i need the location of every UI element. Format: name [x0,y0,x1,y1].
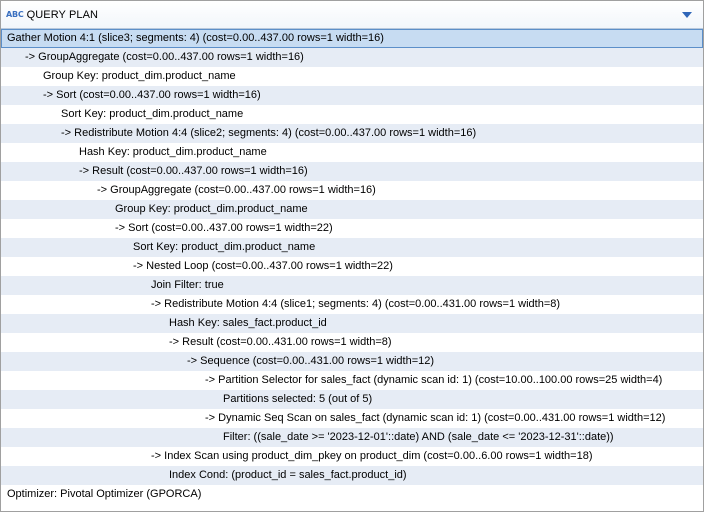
text-type-icon: ABC [6,9,24,19]
plan-row-text: -> Result (cost=0.00..437.00 rows=1 widt… [79,165,308,177]
plan-row[interactable]: Group Key: product_dim.product_name [1,67,703,86]
plan-row-text: -> GroupAggregate (cost=0.00..437.00 row… [25,51,304,63]
plan-row-text: Optimizer: Pivotal Optimizer (GPORCA) [7,488,202,500]
plan-row-text: Index Cond: (product_id = sales_fact.pro… [169,469,407,481]
plan-row-text: -> Partition Selector for sales_fact (dy… [205,374,663,386]
plan-row-text: -> Redistribute Motion 4:4 (slice1; segm… [151,298,561,310]
plan-row-text: -> Result (cost=0.00..431.00 rows=1 widt… [169,336,392,348]
plan-row[interactable]: Partitions selected: 5 (out of 5) [1,390,703,409]
plan-row-text: -> Sort (cost=0.00..437.00 rows=1 width=… [43,89,261,101]
plan-row-text: Filter: ((sale_date >= '2023-12-01'::dat… [223,431,614,443]
plan-row[interactable]: Join Filter: true [1,276,703,295]
plan-row[interactable]: -> Sequence (cost=0.00..431.00 rows=1 wi… [1,352,703,371]
plan-row[interactable]: Hash Key: product_dim.product_name [1,143,703,162]
plan-row[interactable]: -> Dynamic Seq Scan on sales_fact (dynam… [1,409,703,428]
plan-row-text: Group Key: product_dim.product_name [115,203,308,215]
plan-row-text: Join Filter: true [151,279,224,291]
plan-row[interactable]: -> Redistribute Motion 4:4 (slice2; segm… [1,124,703,143]
plan-row-text: -> Index Scan using product_dim_pkey on … [151,450,593,462]
grid-empty-area [1,504,703,511]
plan-row-text: Hash Key: product_dim.product_name [79,146,267,158]
plan-row[interactable]: Hash Key: sales_fact.product_id [1,314,703,333]
plan-row-text: Gather Motion 4:1 (slice3; segments: 4) … [7,32,384,44]
plan-row[interactable]: -> Redistribute Motion 4:4 (slice1; segm… [1,295,703,314]
plan-row[interactable]: Sort Key: product_dim.product_name [1,105,703,124]
plan-row-text: -> Redistribute Motion 4:4 (slice2; segm… [61,127,477,139]
plan-row[interactable]: -> Index Scan using product_dim_pkey on … [1,447,703,466]
plan-row-text: -> Dynamic Seq Scan on sales_fact (dynam… [205,412,666,424]
plan-row[interactable]: -> GroupAggregate (cost=0.00..437.00 row… [1,48,703,67]
plan-row-text: Hash Key: sales_fact.product_id [169,317,327,329]
plan-row[interactable]: -> Partition Selector for sales_fact (dy… [1,371,703,390]
plan-row[interactable]: Filter: ((sale_date >= '2023-12-01'::dat… [1,428,703,447]
plan-row[interactable]: -> Sort (cost=0.00..437.00 rows=1 width=… [1,86,703,105]
plan-row[interactable]: -> Result (cost=0.00..431.00 rows=1 widt… [1,333,703,352]
plan-row-text: Group Key: product_dim.product_name [43,70,236,82]
plan-row[interactable]: -> Nested Loop (cost=0.00..437.00 rows=1… [1,257,703,276]
chevron-down-icon[interactable] [682,12,692,18]
column-title: QUERY PLAN [26,8,99,21]
column-header-query-plan[interactable]: ABC QUERY PLAN [1,1,703,29]
plan-row[interactable]: Index Cond: (product_id = sales_fact.pro… [1,466,703,485]
plan-row-text: -> GroupAggregate (cost=0.00..437.00 row… [97,184,376,196]
plan-row-text: -> Sort (cost=0.00..437.00 rows=1 width=… [115,222,333,234]
plan-row[interactable]: -> Result (cost=0.00..437.00 rows=1 widt… [1,162,703,181]
plan-row-text: Partitions selected: 5 (out of 5) [223,393,373,405]
plan-row[interactable]: Optimizer: Pivotal Optimizer (GPORCA) [1,485,703,504]
plan-row-text: -> Sequence (cost=0.00..431.00 rows=1 wi… [187,355,435,367]
plan-row-text: -> Nested Loop (cost=0.00..437.00 rows=1… [133,260,393,272]
plan-row[interactable]: Group Key: product_dim.product_name [1,200,703,219]
plan-rows: Gather Motion 4:1 (slice3; segments: 4) … [1,29,703,504]
plan-row-text: Sort Key: product_dim.product_name [133,241,316,253]
plan-row[interactable]: -> Sort (cost=0.00..437.00 rows=1 width=… [1,219,703,238]
plan-row[interactable]: Gather Motion 4:1 (slice3; segments: 4) … [1,29,703,48]
plan-row[interactable]: -> GroupAggregate (cost=0.00..437.00 row… [1,181,703,200]
plan-row-text: Sort Key: product_dim.product_name [61,108,244,120]
plan-row[interactable]: Sort Key: product_dim.product_name [1,238,703,257]
